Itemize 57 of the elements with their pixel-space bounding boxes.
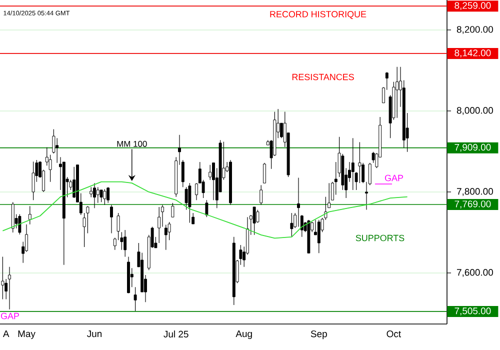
ref-line-label: 7,505.00 xyxy=(454,308,491,316)
candlestick xyxy=(86,206,90,234)
text: MM 100 xyxy=(117,140,147,147)
y-tick-label: 7,600.00 xyxy=(457,269,493,277)
candlestick xyxy=(8,266,11,310)
ref-line-label: 8,142.00 xyxy=(454,50,491,58)
candlestick xyxy=(290,212,294,238)
candlestick xyxy=(260,184,263,206)
candlestick xyxy=(256,209,260,224)
candlestick xyxy=(171,202,174,218)
candlestick xyxy=(263,162,266,184)
candlestick xyxy=(18,214,22,235)
y-tick-label: 8,000.00 xyxy=(456,107,493,115)
candlestick xyxy=(134,286,137,312)
annotation: GAP xyxy=(384,174,404,182)
candlestick xyxy=(297,177,300,228)
candlestick xyxy=(124,230,127,258)
ref-line-label: 7,769.00 xyxy=(454,200,491,208)
candlestick xyxy=(351,138,354,190)
x-tick-label: Jun xyxy=(87,330,102,338)
candlestick xyxy=(1,256,4,300)
candlestick xyxy=(106,186,110,204)
candlestick xyxy=(205,200,208,218)
y-tick-label: 7,800.00 xyxy=(457,188,493,196)
candlestick xyxy=(100,190,103,202)
candlestick xyxy=(56,138,59,164)
candlestick xyxy=(103,188,106,206)
candlestick xyxy=(317,220,320,254)
candlestick xyxy=(28,206,32,225)
candlestick xyxy=(184,186,188,210)
x-tick-label: Oct xyxy=(386,330,401,338)
candlestick xyxy=(164,224,168,250)
candlestick xyxy=(48,154,52,182)
ref-line-label: 7,909.00 xyxy=(454,144,491,152)
candlestick xyxy=(72,166,76,198)
candlestick xyxy=(208,164,212,180)
annotation: RESISTANCES xyxy=(292,74,354,80)
candlestick xyxy=(396,66,399,118)
candlestick xyxy=(110,204,113,234)
candlestick xyxy=(358,142,362,184)
annotation: SUPPORTS xyxy=(356,234,404,242)
candlestick xyxy=(93,182,96,208)
x-tick-label: Sep xyxy=(310,330,327,340)
candlestick xyxy=(168,222,171,240)
candlestick xyxy=(96,186,100,204)
candlestick xyxy=(90,186,93,198)
x-tick-label: A xyxy=(2,330,10,338)
annotation: RECORD HISTORIQUE xyxy=(270,11,366,19)
candlestick xyxy=(32,161,35,200)
x-tick-label: Jul 25 xyxy=(164,330,188,338)
annotation: GAP xyxy=(0,312,20,320)
candlestick xyxy=(252,206,256,236)
x-tick-label: Aug xyxy=(236,330,252,339)
ref-line-label: 8,259.00 xyxy=(454,2,491,10)
candlestick xyxy=(188,182,192,224)
x-tick-label: May xyxy=(18,330,36,339)
y-tick-label: 8,200.00 xyxy=(456,26,493,34)
